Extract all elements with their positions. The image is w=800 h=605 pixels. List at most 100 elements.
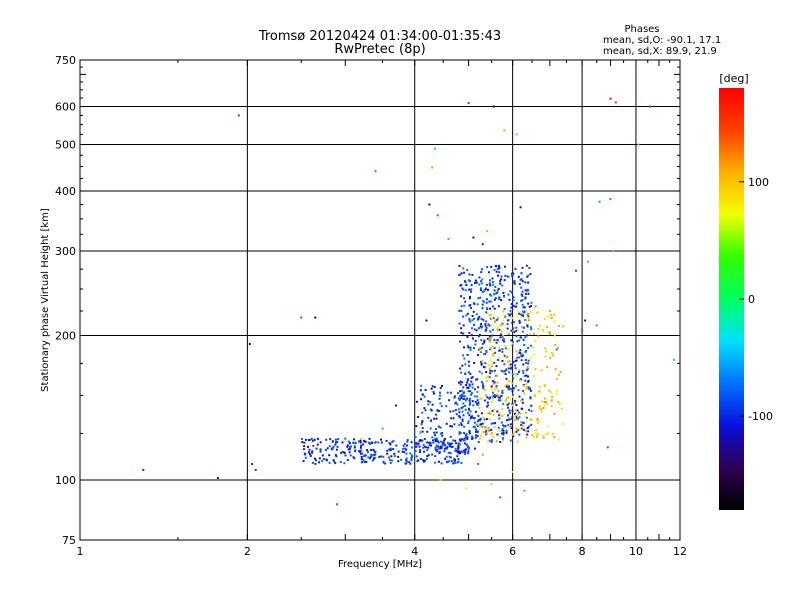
data-point <box>460 371 463 374</box>
data-point <box>474 279 477 282</box>
data-point <box>518 369 521 372</box>
data-point <box>517 356 520 359</box>
data-point <box>461 451 464 454</box>
data-point <box>476 404 479 406</box>
data-point <box>498 305 500 308</box>
data-point <box>475 329 478 332</box>
data-point <box>472 426 475 429</box>
data-point <box>672 358 675 361</box>
data-point <box>545 350 548 353</box>
data-point <box>414 436 417 439</box>
data-point <box>516 353 519 356</box>
data-point <box>527 380 530 382</box>
data-point <box>479 423 482 426</box>
data-point <box>491 305 494 308</box>
data-point <box>314 316 317 319</box>
data-point <box>557 324 560 327</box>
data-point <box>480 271 483 274</box>
data-point <box>476 318 479 321</box>
data-point <box>459 432 462 434</box>
data-point <box>518 321 521 324</box>
data-point <box>388 455 391 458</box>
data-point <box>502 353 505 356</box>
data-point <box>519 378 522 381</box>
colorbar-label: [deg] <box>719 72 748 85</box>
data-point <box>525 369 528 372</box>
data-point <box>525 429 527 432</box>
data-point <box>319 448 322 451</box>
data-point <box>454 458 456 461</box>
data-point <box>488 271 490 274</box>
data-point <box>463 439 465 442</box>
data-point <box>506 386 509 389</box>
data-point <box>512 387 515 390</box>
data-point <box>503 413 506 416</box>
data-point <box>522 371 525 374</box>
data-point <box>527 274 530 277</box>
data-point <box>476 303 479 306</box>
data-point <box>458 265 461 267</box>
data-point <box>447 451 450 454</box>
data-point <box>511 416 514 419</box>
data-point <box>464 281 467 284</box>
data-point <box>467 450 470 453</box>
data-point <box>468 432 471 435</box>
data-point <box>537 335 540 338</box>
data-point <box>469 401 471 404</box>
data-point <box>500 432 503 435</box>
data-point <box>427 446 430 449</box>
data-point <box>497 396 500 399</box>
data-point <box>462 267 465 270</box>
data-point <box>494 297 497 300</box>
data-point <box>518 312 521 315</box>
data-point <box>480 323 483 325</box>
data-point <box>458 322 461 325</box>
data-point <box>469 417 472 420</box>
data-point <box>490 428 493 431</box>
data-point <box>496 374 499 377</box>
data-point <box>462 324 465 327</box>
data-point <box>434 455 437 458</box>
data-point <box>494 351 497 354</box>
data-point <box>526 324 529 327</box>
data-point <box>468 408 470 411</box>
data-point <box>457 408 460 411</box>
data-point <box>465 314 468 317</box>
data-point <box>481 383 484 386</box>
data-point <box>427 454 430 457</box>
data-point <box>435 431 438 434</box>
data-point <box>529 333 532 336</box>
data-point <box>457 447 460 450</box>
data-point <box>555 393 558 396</box>
data-point <box>475 431 478 434</box>
data-point <box>498 357 501 360</box>
data-point <box>466 336 469 338</box>
data-point <box>354 449 357 452</box>
data-point <box>414 443 417 446</box>
data-point <box>473 328 476 331</box>
data-point <box>308 448 311 451</box>
data-point <box>474 447 476 450</box>
data-point <box>359 452 362 455</box>
data-point <box>479 433 482 436</box>
data-point <box>498 412 501 415</box>
data-point <box>464 300 467 303</box>
data-point <box>486 230 489 233</box>
data-point <box>509 290 512 293</box>
data-point <box>465 443 468 446</box>
data-point <box>474 428 477 431</box>
data-point <box>507 418 510 421</box>
data-point <box>512 327 515 330</box>
data-point <box>484 362 487 365</box>
data-point <box>328 445 331 448</box>
data-point <box>485 371 488 373</box>
data-point <box>335 448 338 451</box>
data-point <box>609 198 612 200</box>
data-point <box>514 414 517 416</box>
data-point <box>526 325 529 328</box>
data-point <box>503 295 506 298</box>
data-point <box>491 281 494 284</box>
data-point <box>460 396 463 399</box>
data-point <box>485 428 488 431</box>
data-point <box>519 278 522 281</box>
